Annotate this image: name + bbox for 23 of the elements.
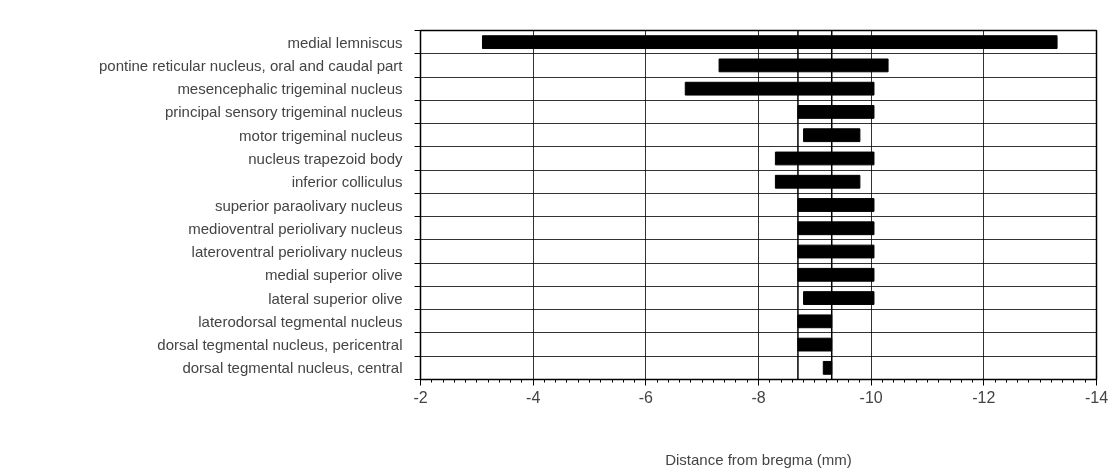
x-tick-label: -14 bbox=[1084, 388, 1109, 406]
x-tick-label: -12 bbox=[972, 388, 996, 406]
y-tick-label: laterodorsal tegmental nucleus bbox=[198, 312, 403, 330]
y-tick-label: motor trigeminal nucleus bbox=[239, 126, 403, 144]
y-tick-label: mesencephalic trigeminal nucleus bbox=[177, 80, 403, 98]
y-tick-label: medial lemniscus bbox=[287, 33, 403, 51]
x-tick-label: -4 bbox=[526, 388, 541, 406]
y-tick-label: nucleus trapezoid body bbox=[248, 149, 403, 167]
y-tick-label: superior paraolivary nucleus bbox=[214, 196, 403, 214]
y-tick-label: dorsal tegmental nucleus, pericentral bbox=[157, 336, 403, 354]
x-tick-label: -10 bbox=[859, 388, 883, 406]
y-tick-label: principal sensory trigeminal nucleus bbox=[164, 103, 403, 121]
y-tick-label: lateral superior olive bbox=[268, 289, 403, 307]
y-tick-label: dorsal tegmental nucleus, central bbox=[182, 359, 403, 377]
y-tick-label: pontine reticular nucleus, oral and caudal part bbox=[98, 56, 404, 74]
x-axis-title: Distance from bregma (mm) bbox=[665, 450, 852, 468]
x-tick-label: -8 bbox=[751, 388, 766, 406]
y-tick-label: inferior colliculus bbox=[291, 173, 403, 191]
x-tick-label: -2 bbox=[413, 388, 428, 406]
y-tick-label: lateroventral periolivary nucleus bbox=[191, 243, 403, 261]
y-tick-label: medial superior olive bbox=[264, 266, 403, 284]
x-tick-label: -6 bbox=[638, 388, 654, 406]
y-tick-label: medioventral periolivary nucleus bbox=[188, 219, 403, 237]
